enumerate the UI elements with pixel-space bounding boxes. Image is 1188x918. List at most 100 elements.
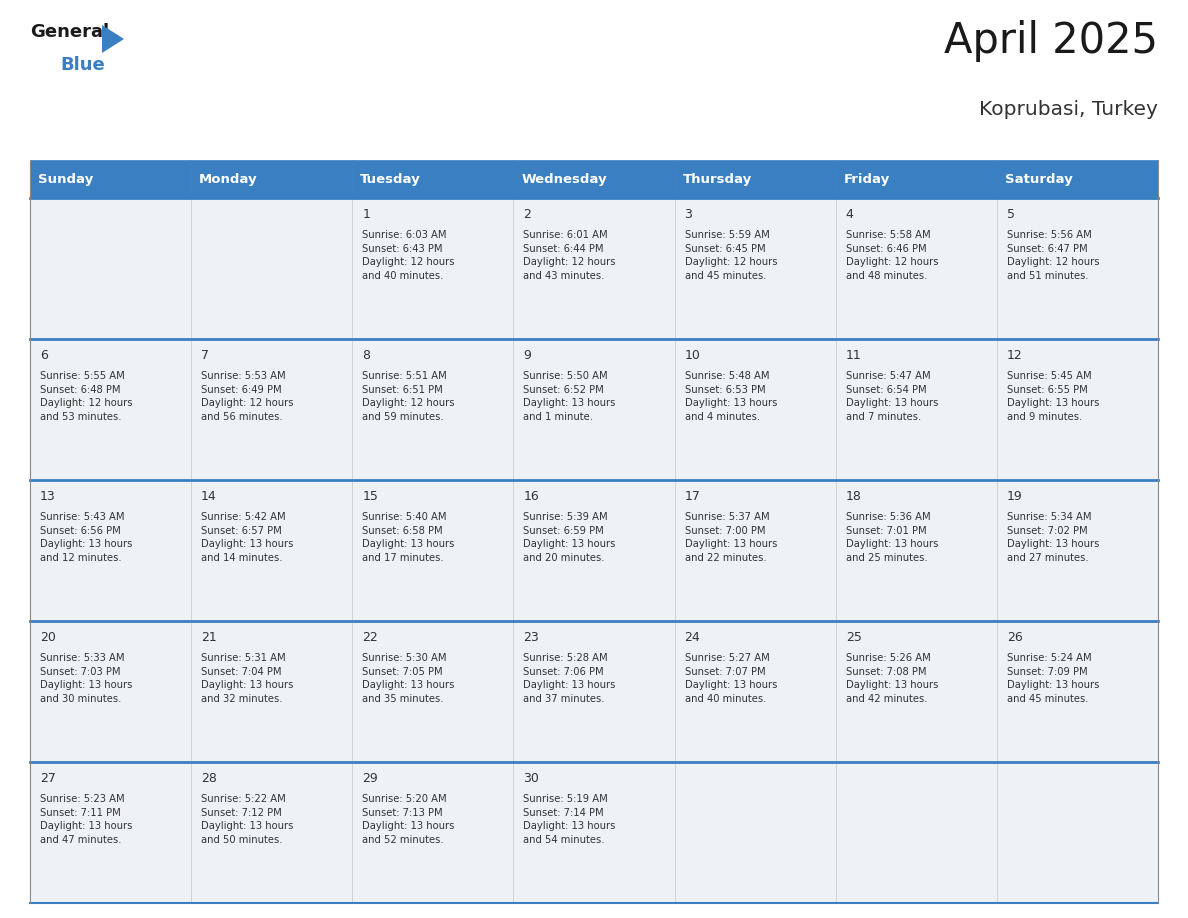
Text: Sunrise: 5:22 AM
Sunset: 7:12 PM
Daylight: 13 hours
and 50 minutes.: Sunrise: 5:22 AM Sunset: 7:12 PM Dayligh… bbox=[201, 794, 293, 845]
Bar bbox=[513, 339, 675, 480]
Text: Sunrise: 6:03 AM
Sunset: 6:43 PM
Daylight: 12 hours
and 40 minutes.: Sunrise: 6:03 AM Sunset: 6:43 PM Dayligh… bbox=[362, 230, 455, 281]
Text: Sunrise: 5:34 AM
Sunset: 7:02 PM
Daylight: 13 hours
and 27 minutes.: Sunrise: 5:34 AM Sunset: 7:02 PM Dayligh… bbox=[1007, 512, 1099, 563]
Text: 16: 16 bbox=[524, 490, 539, 503]
Bar bbox=[191, 621, 353, 762]
Text: 6: 6 bbox=[40, 349, 48, 362]
Bar bbox=[997, 160, 1158, 198]
Text: 28: 28 bbox=[201, 772, 217, 785]
Bar bbox=[191, 198, 353, 339]
Text: Sunrise: 5:42 AM
Sunset: 6:57 PM
Daylight: 13 hours
and 14 minutes.: Sunrise: 5:42 AM Sunset: 6:57 PM Dayligh… bbox=[201, 512, 293, 563]
Text: Sunrise: 5:28 AM
Sunset: 7:06 PM
Daylight: 13 hours
and 37 minutes.: Sunrise: 5:28 AM Sunset: 7:06 PM Dayligh… bbox=[524, 653, 615, 704]
Bar bbox=[675, 198, 835, 339]
Text: 30: 30 bbox=[524, 772, 539, 785]
Text: Sunrise: 6:01 AM
Sunset: 6:44 PM
Daylight: 12 hours
and 43 minutes.: Sunrise: 6:01 AM Sunset: 6:44 PM Dayligh… bbox=[524, 230, 615, 281]
Text: 25: 25 bbox=[846, 631, 861, 644]
Bar bbox=[835, 762, 997, 903]
Text: Sunrise: 5:50 AM
Sunset: 6:52 PM
Daylight: 13 hours
and 1 minute.: Sunrise: 5:50 AM Sunset: 6:52 PM Dayligh… bbox=[524, 371, 615, 421]
Bar bbox=[191, 339, 353, 480]
Text: Sunrise: 5:45 AM
Sunset: 6:55 PM
Daylight: 13 hours
and 9 minutes.: Sunrise: 5:45 AM Sunset: 6:55 PM Dayligh… bbox=[1007, 371, 1099, 421]
Text: 12: 12 bbox=[1007, 349, 1023, 362]
Text: 20: 20 bbox=[40, 631, 56, 644]
Text: 19: 19 bbox=[1007, 490, 1023, 503]
Text: 17: 17 bbox=[684, 490, 701, 503]
Text: Sunrise: 5:39 AM
Sunset: 6:59 PM
Daylight: 13 hours
and 20 minutes.: Sunrise: 5:39 AM Sunset: 6:59 PM Dayligh… bbox=[524, 512, 615, 563]
Text: Sunrise: 5:48 AM
Sunset: 6:53 PM
Daylight: 13 hours
and 4 minutes.: Sunrise: 5:48 AM Sunset: 6:53 PM Dayligh… bbox=[684, 371, 777, 421]
Text: Wednesday: Wednesday bbox=[522, 173, 607, 185]
Text: 29: 29 bbox=[362, 772, 378, 785]
Text: 10: 10 bbox=[684, 349, 701, 362]
Bar bbox=[353, 480, 513, 621]
Text: 24: 24 bbox=[684, 631, 700, 644]
Text: Sunrise: 5:24 AM
Sunset: 7:09 PM
Daylight: 13 hours
and 45 minutes.: Sunrise: 5:24 AM Sunset: 7:09 PM Dayligh… bbox=[1007, 653, 1099, 704]
Text: Sunrise: 5:27 AM
Sunset: 7:07 PM
Daylight: 13 hours
and 40 minutes.: Sunrise: 5:27 AM Sunset: 7:07 PM Dayligh… bbox=[684, 653, 777, 704]
Text: 11: 11 bbox=[846, 349, 861, 362]
Text: 22: 22 bbox=[362, 631, 378, 644]
Text: 26: 26 bbox=[1007, 631, 1023, 644]
Bar bbox=[513, 762, 675, 903]
Text: Sunrise: 5:56 AM
Sunset: 6:47 PM
Daylight: 12 hours
and 51 minutes.: Sunrise: 5:56 AM Sunset: 6:47 PM Dayligh… bbox=[1007, 230, 1099, 281]
Text: 27: 27 bbox=[40, 772, 56, 785]
Text: Sunrise: 5:36 AM
Sunset: 7:01 PM
Daylight: 13 hours
and 25 minutes.: Sunrise: 5:36 AM Sunset: 7:01 PM Dayligh… bbox=[846, 512, 939, 563]
Text: Sunrise: 5:40 AM
Sunset: 6:58 PM
Daylight: 13 hours
and 17 minutes.: Sunrise: 5:40 AM Sunset: 6:58 PM Dayligh… bbox=[362, 512, 455, 563]
Bar bbox=[835, 480, 997, 621]
Text: General: General bbox=[30, 23, 109, 41]
Text: Sunrise: 5:55 AM
Sunset: 6:48 PM
Daylight: 12 hours
and 53 minutes.: Sunrise: 5:55 AM Sunset: 6:48 PM Dayligh… bbox=[40, 371, 133, 421]
Text: 18: 18 bbox=[846, 490, 861, 503]
Bar bbox=[835, 621, 997, 762]
Text: Sunrise: 5:23 AM
Sunset: 7:11 PM
Daylight: 13 hours
and 47 minutes.: Sunrise: 5:23 AM Sunset: 7:11 PM Dayligh… bbox=[40, 794, 132, 845]
Bar bbox=[997, 198, 1158, 339]
Text: Sunrise: 5:59 AM
Sunset: 6:45 PM
Daylight: 12 hours
and 45 minutes.: Sunrise: 5:59 AM Sunset: 6:45 PM Dayligh… bbox=[684, 230, 777, 281]
Text: Sunrise: 5:30 AM
Sunset: 7:05 PM
Daylight: 13 hours
and 35 minutes.: Sunrise: 5:30 AM Sunset: 7:05 PM Dayligh… bbox=[362, 653, 455, 704]
Bar bbox=[30, 198, 191, 339]
Bar bbox=[835, 198, 997, 339]
Bar bbox=[30, 339, 191, 480]
Bar bbox=[513, 480, 675, 621]
Text: Tuesday: Tuesday bbox=[360, 173, 421, 185]
Bar bbox=[675, 480, 835, 621]
Text: Monday: Monday bbox=[200, 173, 258, 185]
Text: Koprubasi, Turkey: Koprubasi, Turkey bbox=[979, 100, 1158, 119]
Text: Sunday: Sunday bbox=[38, 173, 94, 185]
Text: 2: 2 bbox=[524, 208, 531, 221]
Bar bbox=[30, 160, 191, 198]
Text: 14: 14 bbox=[201, 490, 217, 503]
Bar bbox=[191, 160, 353, 198]
Text: Sunrise: 5:51 AM
Sunset: 6:51 PM
Daylight: 12 hours
and 59 minutes.: Sunrise: 5:51 AM Sunset: 6:51 PM Dayligh… bbox=[362, 371, 455, 421]
Bar bbox=[675, 160, 835, 198]
Text: 21: 21 bbox=[201, 631, 217, 644]
Text: 3: 3 bbox=[684, 208, 693, 221]
Text: Sunrise: 5:47 AM
Sunset: 6:54 PM
Daylight: 13 hours
and 7 minutes.: Sunrise: 5:47 AM Sunset: 6:54 PM Dayligh… bbox=[846, 371, 939, 421]
Text: Sunrise: 5:58 AM
Sunset: 6:46 PM
Daylight: 12 hours
and 48 minutes.: Sunrise: 5:58 AM Sunset: 6:46 PM Dayligh… bbox=[846, 230, 939, 281]
Text: April 2025: April 2025 bbox=[944, 20, 1158, 62]
Text: Sunrise: 5:33 AM
Sunset: 7:03 PM
Daylight: 13 hours
and 30 minutes.: Sunrise: 5:33 AM Sunset: 7:03 PM Dayligh… bbox=[40, 653, 132, 704]
Bar bbox=[997, 762, 1158, 903]
Bar bbox=[997, 480, 1158, 621]
Text: 7: 7 bbox=[201, 349, 209, 362]
Text: Sunrise: 5:26 AM
Sunset: 7:08 PM
Daylight: 13 hours
and 42 minutes.: Sunrise: 5:26 AM Sunset: 7:08 PM Dayligh… bbox=[846, 653, 939, 704]
Text: Thursday: Thursday bbox=[683, 173, 752, 185]
Bar bbox=[353, 198, 513, 339]
Bar bbox=[997, 339, 1158, 480]
Bar bbox=[513, 160, 675, 198]
Text: 23: 23 bbox=[524, 631, 539, 644]
Bar bbox=[513, 198, 675, 339]
Text: 8: 8 bbox=[362, 349, 371, 362]
Text: Sunrise: 5:53 AM
Sunset: 6:49 PM
Daylight: 12 hours
and 56 minutes.: Sunrise: 5:53 AM Sunset: 6:49 PM Dayligh… bbox=[201, 371, 293, 421]
Bar bbox=[675, 621, 835, 762]
Text: 9: 9 bbox=[524, 349, 531, 362]
Bar bbox=[835, 160, 997, 198]
Text: 1: 1 bbox=[362, 208, 371, 221]
Bar bbox=[30, 621, 191, 762]
Text: 4: 4 bbox=[846, 208, 854, 221]
Bar bbox=[997, 621, 1158, 762]
Text: Blue: Blue bbox=[61, 56, 105, 74]
Text: Saturday: Saturday bbox=[1005, 173, 1073, 185]
Bar bbox=[191, 480, 353, 621]
Text: 15: 15 bbox=[362, 490, 378, 503]
Text: Sunrise: 5:20 AM
Sunset: 7:13 PM
Daylight: 13 hours
and 52 minutes.: Sunrise: 5:20 AM Sunset: 7:13 PM Dayligh… bbox=[362, 794, 455, 845]
Text: Sunrise: 5:19 AM
Sunset: 7:14 PM
Daylight: 13 hours
and 54 minutes.: Sunrise: 5:19 AM Sunset: 7:14 PM Dayligh… bbox=[524, 794, 615, 845]
Bar bbox=[353, 762, 513, 903]
Text: Sunrise: 5:31 AM
Sunset: 7:04 PM
Daylight: 13 hours
and 32 minutes.: Sunrise: 5:31 AM Sunset: 7:04 PM Dayligh… bbox=[201, 653, 293, 704]
Bar bbox=[513, 621, 675, 762]
Text: Friday: Friday bbox=[843, 173, 890, 185]
